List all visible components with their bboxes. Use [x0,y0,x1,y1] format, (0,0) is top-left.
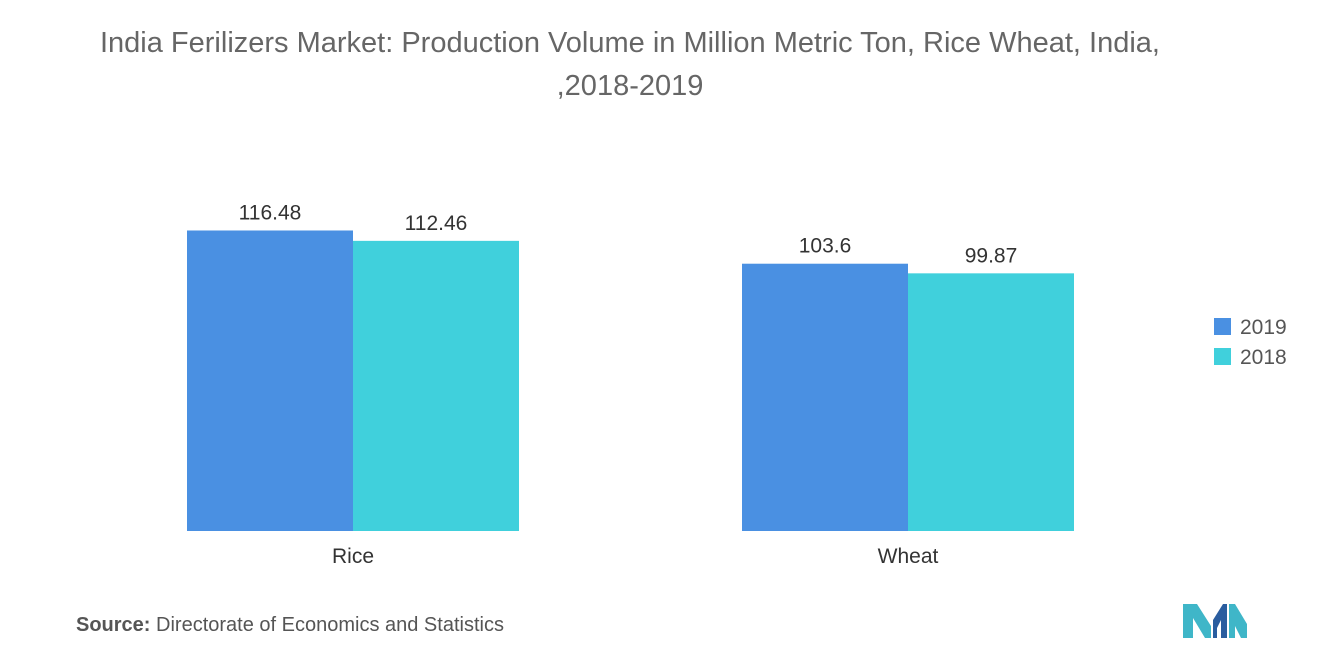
source-text: Directorate of Economics and Statistics [156,614,504,636]
data-label-wheat-2019: 103.6 [799,235,852,258]
legend-swatch-2018 [1214,348,1231,365]
bar-rice-2018 [353,240,519,531]
category-label-wheat: Wheat [878,545,939,568]
data-label-rice-2018: 112.46 [405,212,468,235]
category-label-rice: Rice [332,545,374,568]
mordor-intelligence-logo-icon [1183,600,1249,645]
bar-wheat-2019 [742,263,908,531]
chart-title: India Ferilizers Market: Production Volu… [99,27,1160,102]
bars-group: 116.48 112.46 Rice 103.6 99.87 Wheat [187,201,1074,568]
source-note: Source: Directorate of Economics and Sta… [76,614,504,637]
data-label-wheat-2018: 99.87 [965,244,1018,267]
bar-rice-2019 [187,230,353,531]
legend-label-2019: 2019 [1240,316,1287,339]
legend-label-2018: 2018 [1240,346,1287,369]
legend-swatch-2019 [1214,318,1231,335]
legend: 2019 2018 [1214,316,1287,369]
bar-wheat-2018 [908,273,1074,531]
data-label-rice-2019: 116.48 [239,201,302,224]
source-label: Source: [76,614,151,636]
